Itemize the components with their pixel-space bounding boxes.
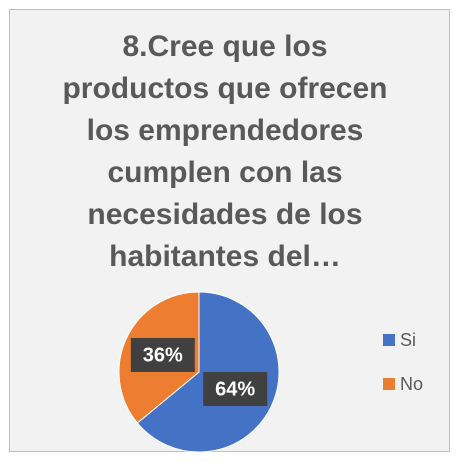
data-label-box: [203, 372, 268, 407]
legend-swatch: [383, 378, 395, 390]
legend-label: No: [400, 374, 423, 394]
legend-swatch: [383, 334, 395, 346]
data-label: 36%: [143, 344, 183, 366]
data-label-box: [130, 337, 195, 372]
chart-title: 8.Cree que los productos que ofrecen los…: [62, 30, 388, 273]
data-label: 64%: [215, 378, 255, 400]
legend-label: Si: [400, 330, 416, 350]
pie-slice: [136, 291, 280, 453]
